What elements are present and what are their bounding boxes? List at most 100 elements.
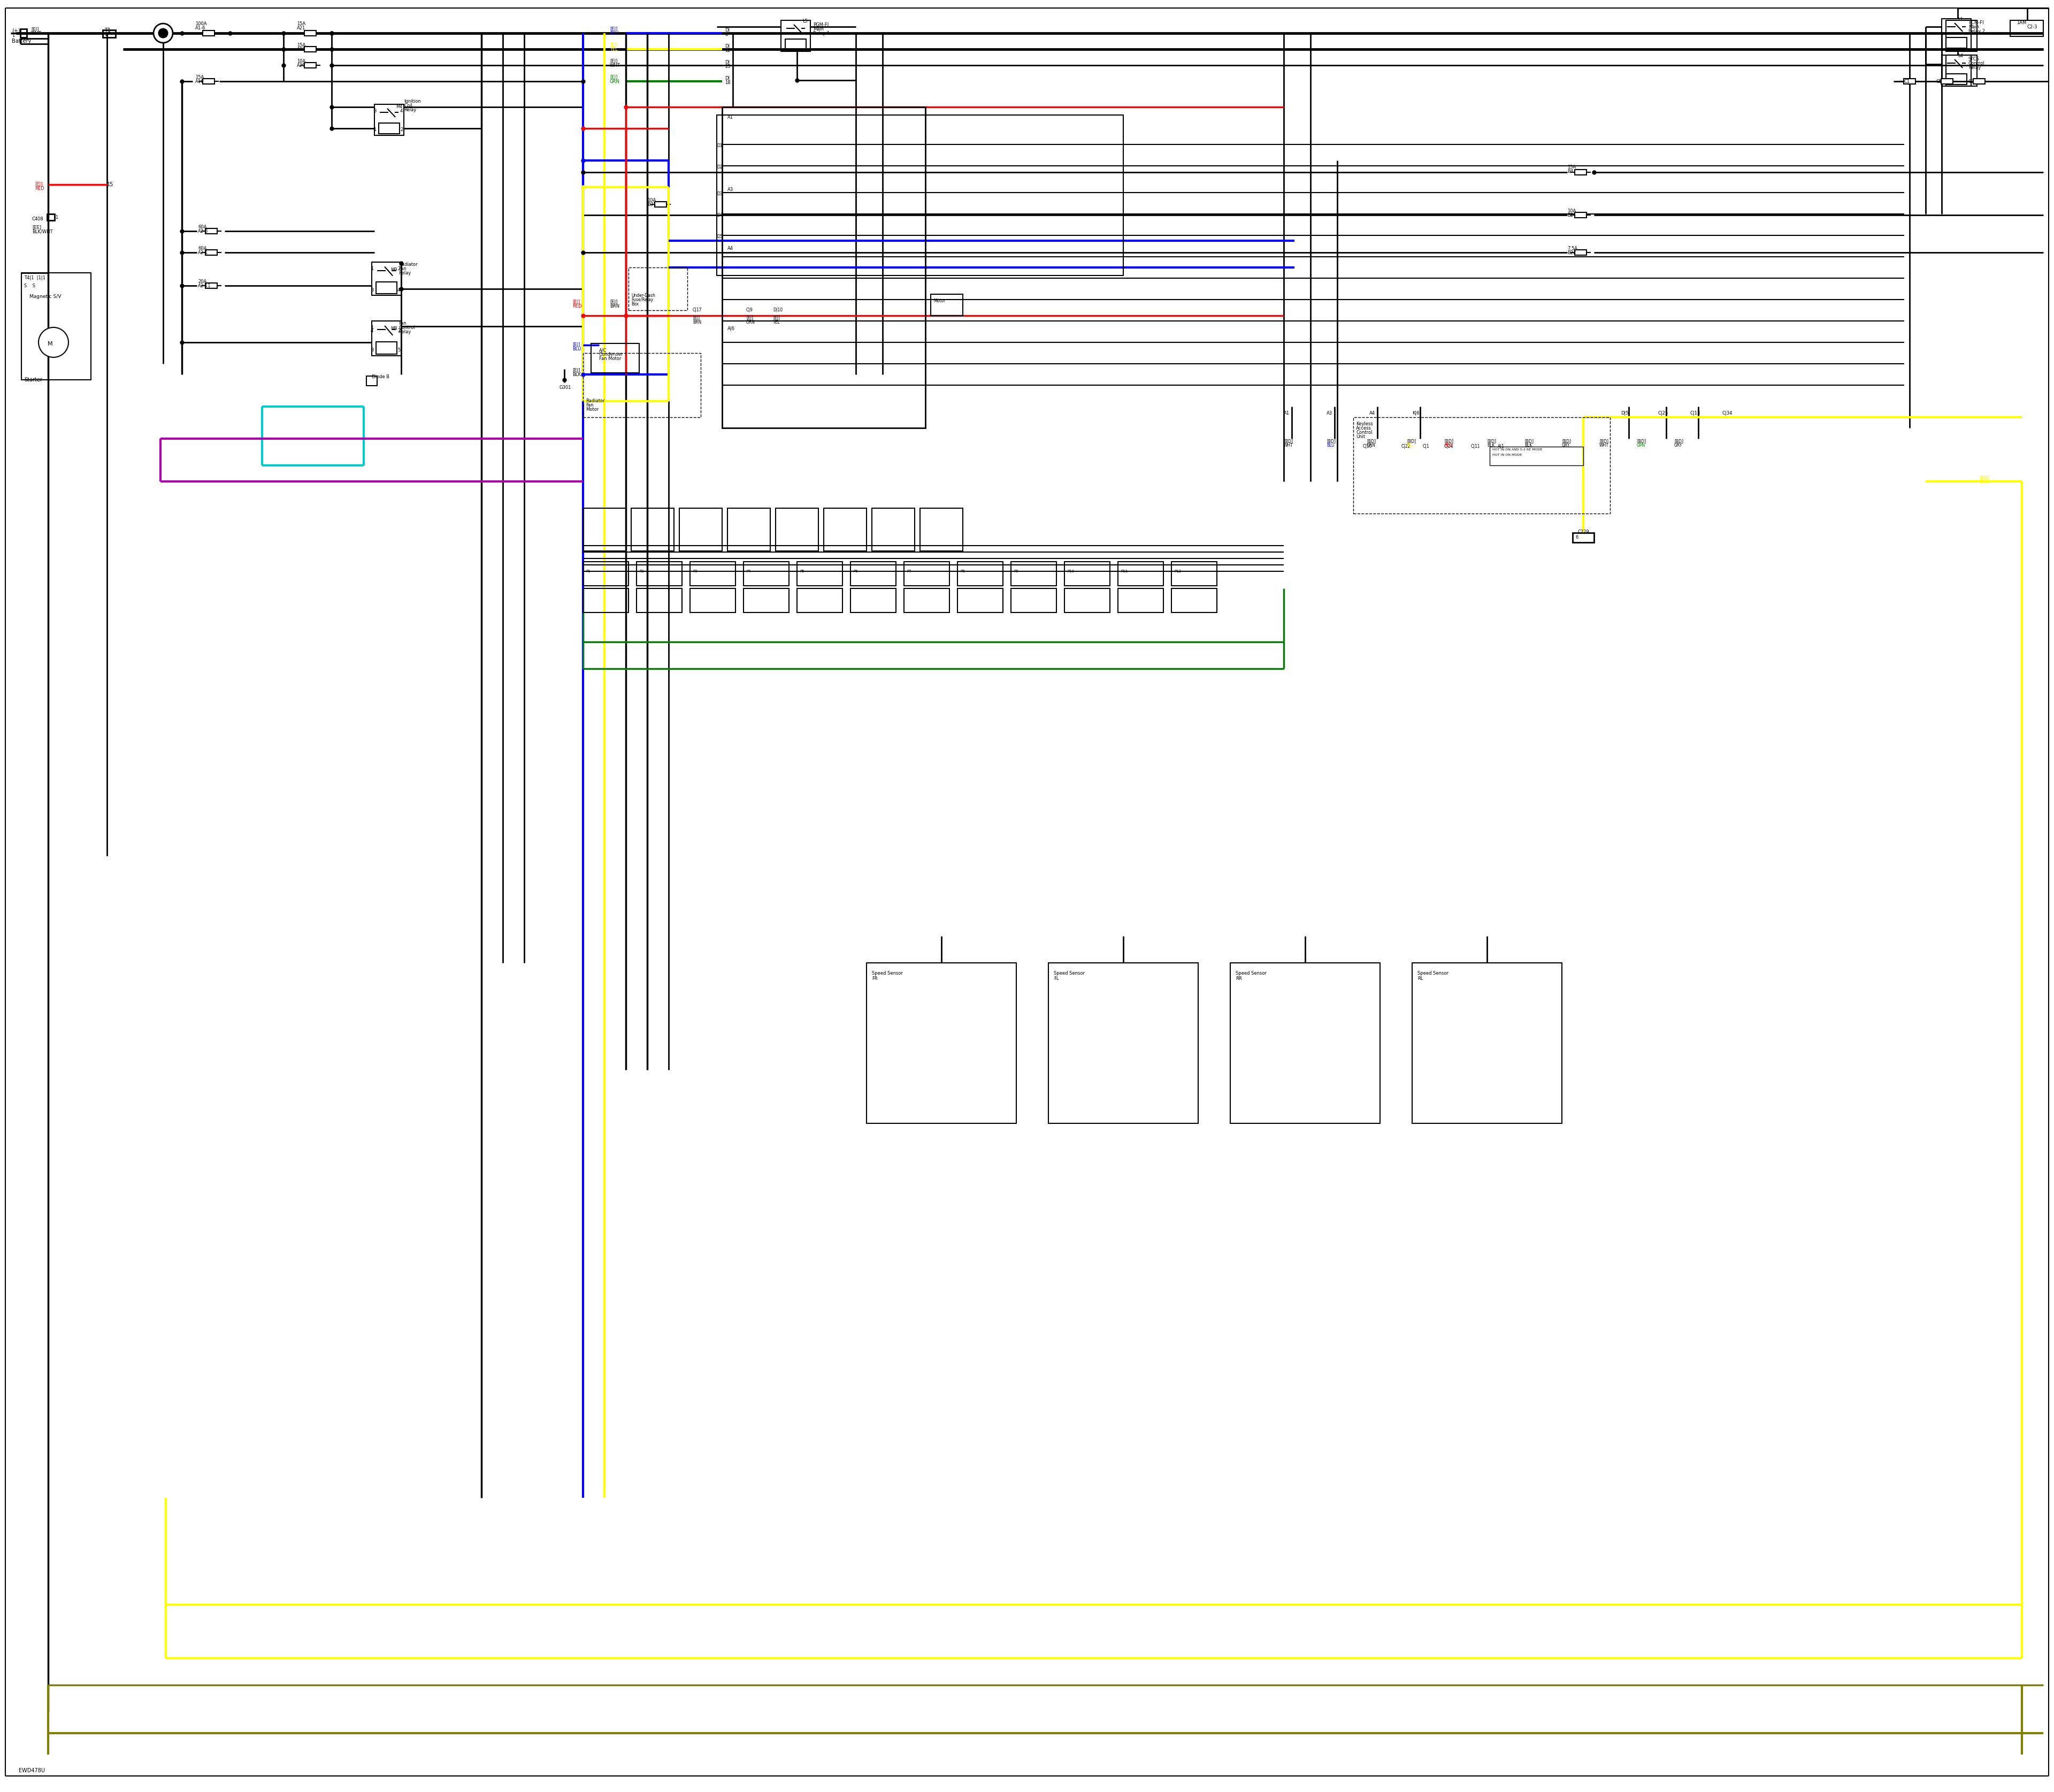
Bar [1941,56,1972,86]
Text: Radiator: Radiator [585,398,604,403]
Text: D|: D| [725,29,729,32]
Text: 1: 1 [374,127,376,133]
Bar [1945,38,1966,48]
Text: Control: Control [1968,61,1984,66]
Text: M9: M9 [390,267,396,272]
Text: 10A: 10A [298,59,306,65]
Text: A3: A3 [727,186,733,192]
Text: ORN: ORN [1366,443,1376,448]
Bar [1064,588,1109,613]
Bar [21,272,90,380]
Bar [776,509,817,550]
Text: D4: D4 [717,213,723,217]
Text: 2: 2 [396,328,401,333]
Text: C5: C5 [1937,79,1943,84]
Text: [EJ]: [EJ] [746,315,754,321]
Text: L4: L4 [1957,54,1964,59]
Text: WHT: WHT [1284,443,1294,448]
Bar [1489,446,1584,466]
Bar [690,561,735,586]
Text: [EJ]: [EJ] [772,315,781,321]
Bar [1575,213,1586,217]
Text: A2-3: A2-3 [197,229,207,233]
Text: P12: P12 [1175,570,1181,573]
Text: RL: RL [1417,977,1423,980]
Circle shape [154,23,173,43]
Text: BRN: BRN [610,305,620,308]
Text: P6: P6 [852,570,859,573]
Text: 4: 4 [396,289,401,292]
Text: [BD]: [BD] [1366,439,1376,443]
Bar [583,353,700,418]
Text: C|34: C|34 [1723,410,1734,416]
Bar [781,20,811,52]
Text: PCM-FI: PCM-FI [1968,20,1984,25]
Bar [583,561,629,586]
Text: L5: L5 [803,18,807,23]
Text: [EJ]: [EJ] [35,181,43,186]
Text: 4: 4 [370,328,374,333]
Text: K|6: K|6 [1413,410,1419,416]
Bar [21,29,27,38]
Text: Relay: Relay [398,271,411,276]
Bar [744,588,789,613]
Text: [BD]: [BD] [1407,439,1415,443]
Circle shape [39,328,68,357]
Bar [1941,18,1972,50]
Text: Ignition: Ignition [405,99,421,104]
Text: [EJ]: [EJ] [610,59,618,65]
Text: B2: B2 [1567,213,1573,217]
Text: D|: D| [725,43,729,48]
Text: [BD]: [BD] [1284,439,1292,443]
Text: Magnetic S/V: Magnetic S/V [29,294,62,299]
Text: [EE]: [EE] [33,224,41,229]
Text: 2: 2 [401,127,403,133]
Text: C229: C229 [1577,530,1590,534]
Bar [1171,561,1216,586]
Text: Speed Sensor: Speed Sensor [871,971,904,975]
Text: P2: P2 [639,570,643,573]
Text: C|9: C|9 [746,308,754,312]
Bar [1575,249,1586,254]
Text: [BD]: [BD] [1327,439,1335,443]
Text: Relay: Relay [405,108,417,113]
Text: 23: 23 [725,65,731,70]
Text: [EJ]: [EJ] [610,299,618,305]
Text: D|10: D|10 [772,308,783,312]
Text: PGM-FI: PGM-FI [813,23,828,27]
Text: C|10: C|10 [1364,444,1372,448]
Text: 8: 8 [725,32,727,38]
Text: Relay: Relay [1968,65,1980,70]
Text: 2: 2 [396,267,401,271]
Text: [BD]: [BD] [1487,439,1495,443]
Text: D|5: D|5 [1621,410,1629,416]
Bar [376,281,396,294]
Text: A3: A3 [1327,410,1333,416]
Text: A|6: A|6 [727,326,735,332]
Bar [592,344,639,373]
Bar [957,588,1002,613]
Text: Motor: Motor [585,407,598,412]
Text: G301: G301 [559,385,571,391]
Bar [1904,79,1916,84]
Bar [205,228,218,233]
Bar [785,39,805,50]
Text: Relay 2: Relay 2 [1968,29,1984,34]
Text: 1: 1 [55,215,58,220]
Text: Access: Access [1356,426,1372,430]
Text: 4: 4 [401,109,403,113]
Text: [EJ]: [EJ] [573,367,579,373]
Text: Fan: Fan [585,403,594,407]
Text: WHT: WHT [610,63,620,68]
Bar [723,108,926,428]
Text: RED: RED [35,186,45,192]
Text: A2-11: A2-11 [197,283,212,289]
Bar [304,63,316,68]
Text: Fan: Fan [398,267,407,271]
Text: D1: D1 [717,143,723,149]
Text: C|17: C|17 [692,308,702,312]
Bar [583,509,626,550]
Text: BLK: BLK [1487,443,1495,448]
Bar [583,588,629,613]
Text: A21: A21 [298,25,306,30]
